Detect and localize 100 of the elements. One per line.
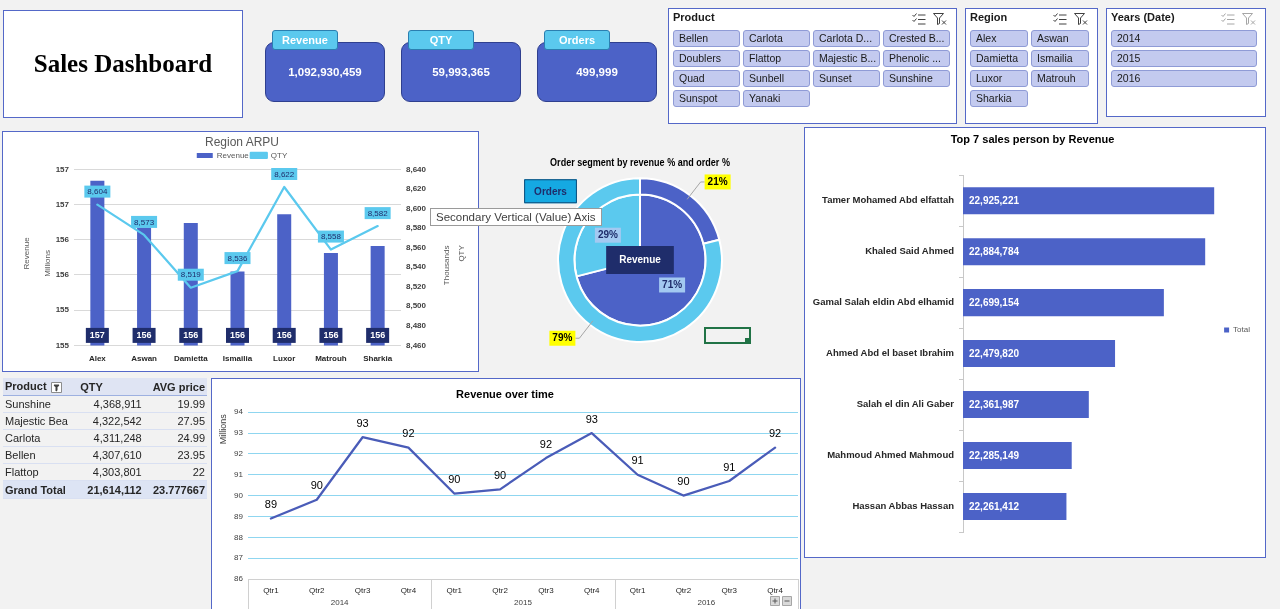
y-tick-label: Khaled Said Ahmed (865, 245, 955, 257)
category-label: Majestic B... (813, 50, 880, 67)
category-label: 2015 (1111, 50, 1257, 67)
data-label: 22,884,784 (969, 245, 1020, 257)
y-tick-label: 92 (234, 449, 244, 459)
text: Region (970, 11, 1008, 23)
y2-tick-label: 8,560 (406, 242, 427, 252)
y-tick-label: 94 (234, 407, 244, 417)
category-label: Flattop (743, 50, 810, 67)
data-label: 156 (323, 330, 339, 341)
data-label: 90 (310, 479, 323, 492)
x-tick-label: Qtr2 (675, 586, 692, 595)
data-label: 8,536 (227, 253, 249, 263)
y2-tick-label: 8,540 (406, 262, 427, 272)
category-label: Quad (673, 70, 740, 87)
category-label: 2016 (1111, 70, 1257, 87)
data-label: 156 (136, 330, 152, 341)
y-axis-title: Millions (218, 413, 229, 445)
category-label: Grand Total (3, 480, 79, 499)
x-tick-label: Qtr4 (767, 586, 784, 595)
y2-axis-title: QTY (457, 244, 467, 262)
x-tick-label: Qtr2 (308, 586, 326, 595)
y-tick-label: Tamer Mohamed Abd elfattah (822, 194, 955, 206)
y-tick-label: Ahmed Abd el baset Ibrahim (826, 347, 954, 359)
chart-title: Order segment by revenue % and order % (550, 155, 730, 168)
category-label: Luxor (970, 70, 1028, 87)
y2-tick-label: 8,480 (406, 321, 427, 331)
category-label: Carlota D... (813, 30, 880, 47)
category-label: Carlota (3, 429, 79, 447)
category-label: Alex (970, 30, 1028, 47)
data-label: 92 (539, 437, 553, 450)
data-label: 156 (183, 330, 199, 341)
chart-title: Top 7 sales person by Revenue (950, 132, 1115, 145)
data-label: 23.777667 (143, 480, 207, 499)
x-tick-label: Qtr1 (446, 586, 463, 595)
slice-label: Orders (534, 185, 568, 197)
category-label: Majestic Bea (3, 412, 79, 430)
category-label: 2014 (1111, 30, 1257, 47)
x-tick-label: Aswan (131, 354, 158, 364)
data-label: 22,361,987 (969, 398, 1020, 410)
x-tick-label: Qtr2 (492, 586, 509, 595)
y-tick-label: 86 (234, 574, 244, 584)
chart-title: Revenue over time (456, 387, 554, 400)
data-label: 22,285,149 (969, 449, 1020, 461)
y-tick-label: 156 (55, 270, 70, 280)
data-label: 91 (631, 454, 644, 467)
y-tick-label: Salah el din Ali Gaber (856, 398, 955, 410)
annotation: Thousands (442, 245, 452, 286)
x-tick-label: Qtr1 (263, 586, 280, 595)
category-label: Sunshine (3, 395, 79, 413)
y-tick-label: 88 (234, 532, 244, 542)
category-label: Bellen (673, 30, 740, 47)
data-label: 8,558 (320, 232, 342, 242)
x-tick-label: Ismailia (222, 354, 253, 364)
data-label: 90 (493, 468, 507, 481)
y2-tick-label: 8,580 (406, 223, 427, 233)
data-label: 89 (264, 498, 278, 511)
annotation: Secondary Vertical (Value) Axis (430, 208, 602, 226)
x-tick-label: Qtr3 (721, 586, 738, 595)
text: Product (5, 380, 47, 393)
data-label: 90 (448, 473, 461, 486)
y2-tick-label: 8,460 (406, 340, 427, 350)
y-tick-label: 91 (234, 469, 244, 479)
category-label: Aswan (1031, 30, 1089, 47)
data-label: 92 (768, 427, 782, 440)
x-tick-label: Alex (88, 354, 107, 364)
category-label: Yanaki (743, 90, 810, 107)
y-tick-label: Gamal Salah eldin Abd elhamid (812, 296, 955, 308)
data-label: 22,925,221 (969, 194, 1020, 206)
y2-tick-label: 8,640 (406, 164, 427, 174)
text: 2016 (697, 598, 716, 608)
y-tick-label: 90 (234, 490, 244, 500)
text: AVG price (143, 378, 207, 396)
chart-title: Region ARPU (204, 134, 280, 149)
category-label: Crested B... (883, 30, 950, 47)
legend-label: QTY (270, 150, 288, 160)
y-tick-label: 157 (55, 164, 70, 174)
category-label: Carlota (743, 30, 810, 47)
data-label: 22,479,820 (969, 347, 1020, 359)
data-label: 29% (597, 229, 619, 241)
y2-tick-label: 8,600 (406, 203, 427, 213)
data-label: 91 (723, 460, 736, 473)
x-tick-label: Damietta (173, 354, 209, 364)
data-label: 92 (402, 427, 415, 440)
x-tick-label: Qtr4 (400, 586, 417, 595)
y-tick-label: Hassan Abbas Hassan (852, 500, 955, 512)
annotation: Millions (43, 250, 53, 277)
data-label: 71% (662, 279, 683, 291)
category-label: Doublers (673, 50, 740, 67)
category-label: Sunbell (743, 70, 810, 87)
x-tick-label: Qtr1 (629, 586, 646, 595)
data-label: 19.99 (143, 395, 207, 413)
data-label: 8,573 (134, 217, 155, 227)
y-tick-label: Mahmoud Ahmed Mahmoud (827, 449, 955, 461)
x-tick-label: Qtr3 (538, 586, 555, 595)
data-label: 22,699,154 (969, 296, 1020, 308)
data-label: 27.95 (143, 412, 207, 430)
category-label: Sunset (813, 70, 880, 87)
y2-tick-label: 8,620 (406, 184, 427, 194)
data-label: 22 (143, 463, 207, 481)
